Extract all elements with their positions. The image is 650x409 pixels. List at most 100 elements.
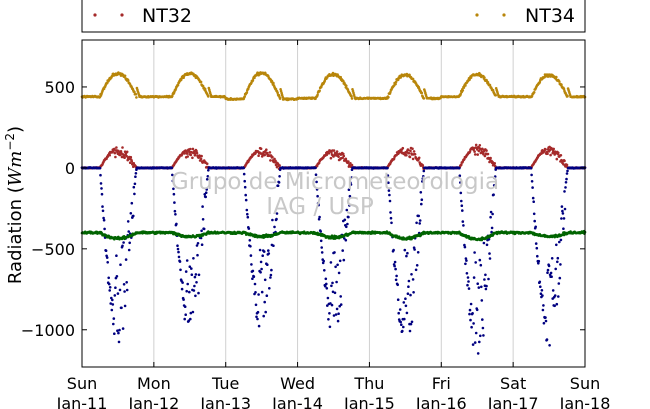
data-point [406, 292, 410, 296]
data-point [342, 152, 345, 156]
data-point [267, 249, 270, 252]
data-point [464, 257, 468, 260]
data-point [246, 215, 250, 219]
x-tick-label-date: Jan-16 [415, 394, 467, 409]
data-point [479, 334, 482, 338]
data-point [115, 275, 119, 278]
data-point [345, 84, 348, 88]
data-point [491, 88, 495, 92]
data-point [480, 285, 483, 289]
data-point [553, 304, 556, 308]
series-unnamed-3 [80, 229, 587, 242]
data-point [121, 146, 124, 149]
data-point [205, 188, 208, 191]
data-point [108, 286, 112, 289]
data-point [541, 294, 544, 297]
data-point [114, 286, 117, 290]
data-point [118, 288, 122, 292]
data-point [133, 192, 136, 196]
data-point [196, 242, 200, 245]
data-point [466, 283, 469, 287]
data-point [460, 199, 463, 203]
data-point [271, 155, 274, 159]
data-point [563, 159, 566, 163]
data-point [334, 313, 338, 316]
data-point [342, 258, 346, 262]
data-point [409, 293, 412, 297]
data-point [558, 240, 561, 244]
data-point [193, 275, 197, 279]
plot-frame [81, 39, 586, 368]
data-point [183, 152, 186, 155]
data-point [186, 282, 189, 286]
data-point [556, 256, 560, 260]
data-point [331, 281, 334, 285]
data-point [262, 250, 266, 253]
data-point [329, 261, 333, 264]
data-point [559, 263, 562, 266]
data-point [474, 331, 478, 335]
data-point [535, 246, 539, 250]
data-point [243, 95, 246, 98]
data-point [245, 208, 249, 212]
data-point [124, 258, 128, 261]
data-point [404, 297, 407, 301]
y-tick-label: 500 [44, 78, 75, 97]
data-point [203, 87, 207, 91]
data-point [323, 269, 326, 272]
data-point [469, 302, 473, 306]
legend-frame [81, 0, 586, 33]
data-point [102, 216, 105, 220]
data-point [176, 247, 180, 251]
data-point [473, 341, 477, 344]
data-point [482, 241, 486, 245]
data-point [483, 76, 486, 79]
data-point [419, 191, 423, 194]
data-point [475, 308, 479, 312]
data-point [197, 273, 201, 277]
data-point [101, 205, 104, 208]
data-point [389, 211, 392, 214]
data-point [134, 172, 138, 175]
data-point [275, 212, 279, 215]
data-point [566, 94, 569, 98]
data-point [407, 148, 410, 152]
data-point [262, 314, 266, 318]
data-point [487, 277, 490, 281]
data-point [179, 268, 182, 272]
data-point [330, 303, 334, 307]
data-point [268, 287, 271, 290]
data-point [402, 325, 405, 329]
data-point [338, 259, 342, 263]
data-point [336, 319, 340, 323]
data-point [267, 252, 271, 255]
data-point [411, 157, 415, 161]
data-point [476, 352, 480, 355]
data-point [205, 178, 209, 181]
x-tick-label-day: Sat [500, 374, 526, 393]
data-point [490, 226, 494, 230]
data-point [550, 257, 554, 260]
data-point [201, 84, 205, 88]
data-point [330, 284, 333, 288]
data-point [126, 220, 130, 223]
data-point [561, 209, 564, 213]
data-point [278, 164, 281, 167]
legend-marker-nt32 [120, 13, 124, 17]
data-point [182, 298, 185, 301]
data-point [408, 155, 412, 159]
data-point [174, 213, 177, 216]
data-point [401, 146, 405, 150]
data-point [407, 285, 410, 289]
data-point [560, 217, 563, 220]
data-point [122, 241, 125, 244]
data-point [539, 292, 543, 296]
data-point [489, 215, 492, 219]
data-point [109, 302, 112, 305]
data-point [555, 157, 559, 161]
data-point [421, 180, 424, 183]
data-point [171, 173, 174, 177]
data-point [252, 275, 256, 279]
data-point [339, 295, 343, 298]
data-point [133, 90, 136, 94]
